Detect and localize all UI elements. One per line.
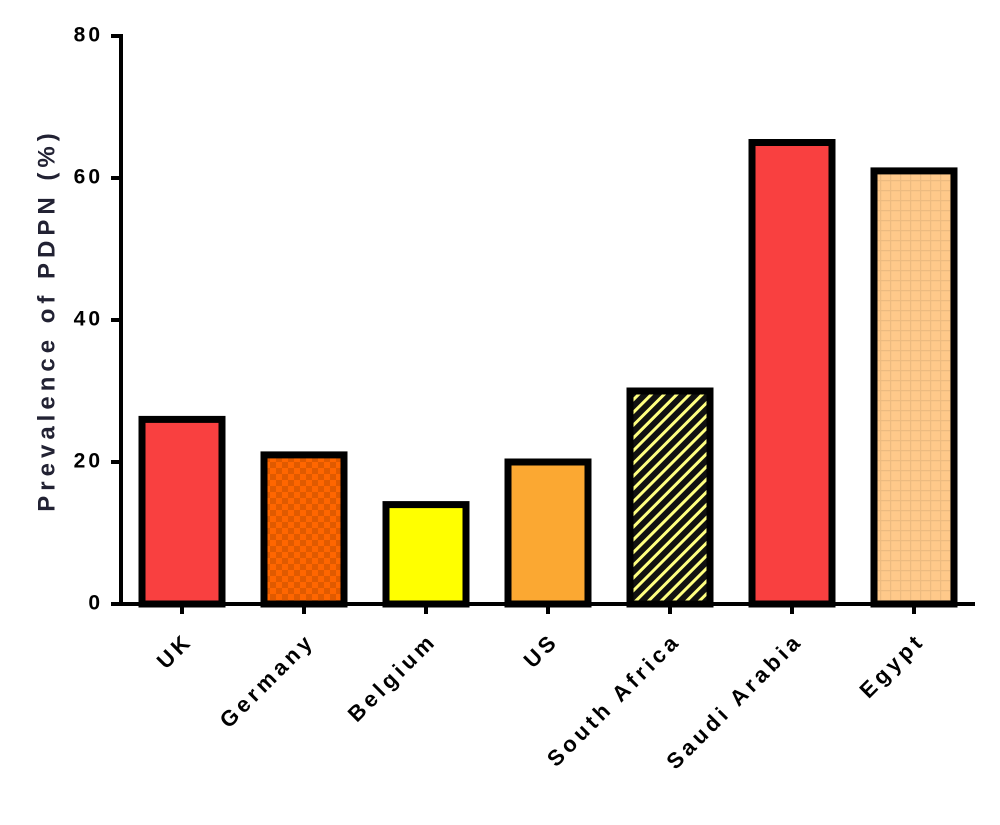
bar [748,139,836,608]
y-tick-label: 80 [74,24,103,47]
x-tick-label: US [519,628,564,673]
x-tick-label: Egypt [854,628,929,703]
y-tick-label: 40 [74,308,103,331]
x-tick-label: Saudi Arabia [661,628,807,774]
x-tick-label: UK [152,628,198,674]
bar [626,387,714,608]
y-tick-label: 0 [88,592,103,615]
x-tick-label: Germany [215,628,320,733]
bar [504,458,592,608]
bar [138,415,226,608]
bar [870,167,958,608]
y-tick-label: 20 [74,450,103,473]
y-tick-label: 60 [74,166,103,189]
x-tick-label: Belgium [343,628,442,727]
y-axis-title: Prevalence of PDPN (%) [33,128,60,511]
x-tick-label: South Africa [542,628,686,772]
bar [260,451,348,608]
bar [382,501,470,608]
